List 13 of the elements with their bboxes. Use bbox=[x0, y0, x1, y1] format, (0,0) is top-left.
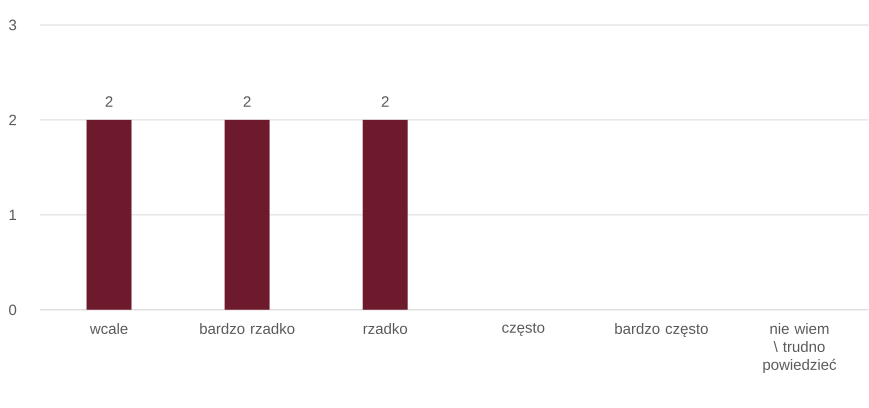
y-tick-label: 0 bbox=[9, 304, 16, 316]
x-tick-label: rzadko bbox=[364, 323, 408, 334]
x-tick-label: często bbox=[502, 323, 544, 336]
x-tick-label: wcale bbox=[90, 323, 128, 334]
data-label: 2 bbox=[244, 96, 251, 107]
x-tick-label: bardzo często bbox=[615, 323, 708, 338]
y-tick-label: 2 bbox=[9, 114, 16, 126]
x-tick-label: nie wiem \ trudno powiedzieć bbox=[763, 323, 836, 374]
data-label: 2 bbox=[382, 96, 389, 107]
data-label: 2 bbox=[106, 96, 112, 107]
x-tick-label: bardzo rzadko bbox=[200, 323, 294, 334]
y-tick-label: 1 bbox=[10, 210, 16, 220]
y-tick-label: 3 bbox=[9, 20, 16, 30]
